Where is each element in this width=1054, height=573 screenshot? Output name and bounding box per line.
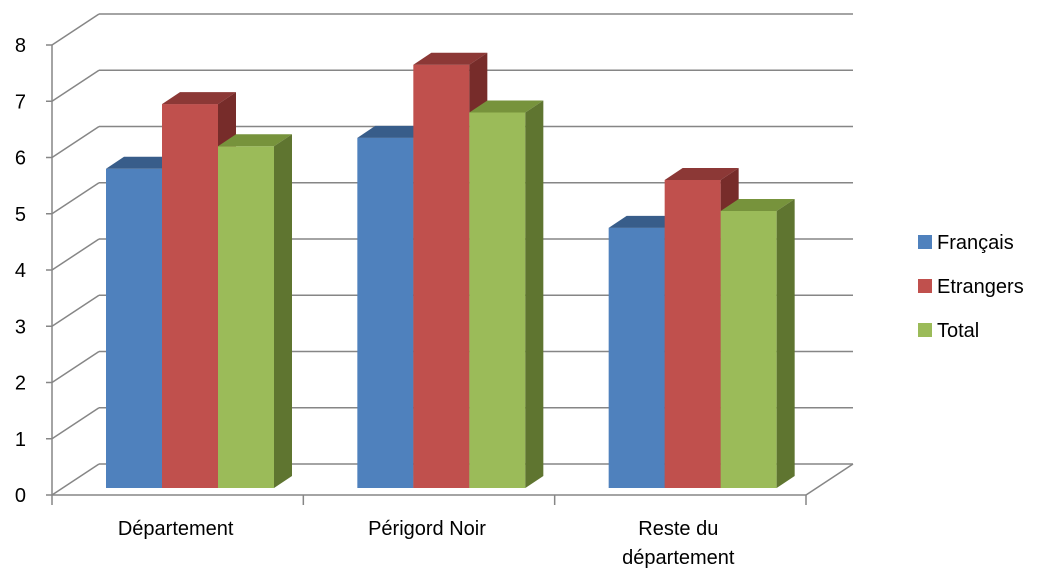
bar-top (720, 198, 795, 211)
floor-right-edge (805, 463, 854, 496)
bar-top (162, 92, 236, 105)
gridline-diagonal (51, 69, 100, 102)
y-tick-label: 4 (15, 260, 26, 282)
bar-top (664, 168, 739, 180)
bar-top (357, 125, 432, 138)
bar-side (776, 198, 795, 488)
bar-top (469, 100, 544, 113)
x-tick-label: Département (118, 518, 234, 540)
labels: 0 1 2 3 4 5 6 7 8 Département Périgord Noir Reste d… (15, 35, 735, 569)
bar-front (357, 137, 414, 488)
bar-top (218, 134, 292, 147)
gridline-diagonal (51, 463, 100, 496)
y-tick-label: 1 (15, 429, 26, 451)
bar-front (469, 112, 526, 488)
legend-swatch (918, 323, 932, 337)
bar-top (608, 215, 683, 228)
axes (46, 44, 854, 505)
legend-label: Total (937, 320, 979, 342)
legend-swatch (918, 279, 932, 293)
x-tick-label: Périgord Noir (368, 518, 486, 540)
y-tick-label: 0 (15, 485, 26, 507)
bar-top (413, 52, 488, 65)
bar (218, 134, 292, 488)
bar-top (106, 156, 180, 169)
x-tick-label: département (622, 547, 735, 569)
y-tick-label: 6 (15, 148, 26, 170)
y-tick-label: 8 (15, 35, 26, 57)
gridline-diagonal (51, 125, 100, 159)
gridline-diagonal (51, 350, 100, 384)
y-tick-label: 3 (15, 316, 26, 338)
gridline-diagonal (51, 238, 100, 271)
bar-side (274, 134, 292, 488)
bars (106, 52, 795, 488)
bar-front (608, 227, 665, 488)
bar (469, 100, 544, 488)
bar-side (525, 100, 544, 488)
bar-front (720, 210, 777, 488)
bar-front (162, 104, 218, 488)
bar-front (106, 168, 162, 488)
legend-label: Français (937, 232, 1014, 254)
gridline-diagonal (51, 13, 100, 46)
bar-front (664, 180, 721, 488)
gridline-diagonal (51, 407, 100, 440)
gridline-diagonal (51, 294, 100, 327)
bar-front (413, 64, 470, 488)
legend: Français Etrangers Total (918, 232, 1024, 342)
legend-swatch (918, 235, 932, 249)
bar-front (218, 146, 274, 488)
gridline-diagonal (51, 182, 100, 215)
y-tick-label: 5 (15, 204, 26, 226)
x-tick-label: Reste du (638, 518, 718, 540)
legend-label: Etrangers (937, 276, 1024, 298)
bar (720, 198, 795, 488)
y-tick-label: 2 (15, 373, 26, 395)
y-tick-label: 7 (15, 91, 26, 113)
